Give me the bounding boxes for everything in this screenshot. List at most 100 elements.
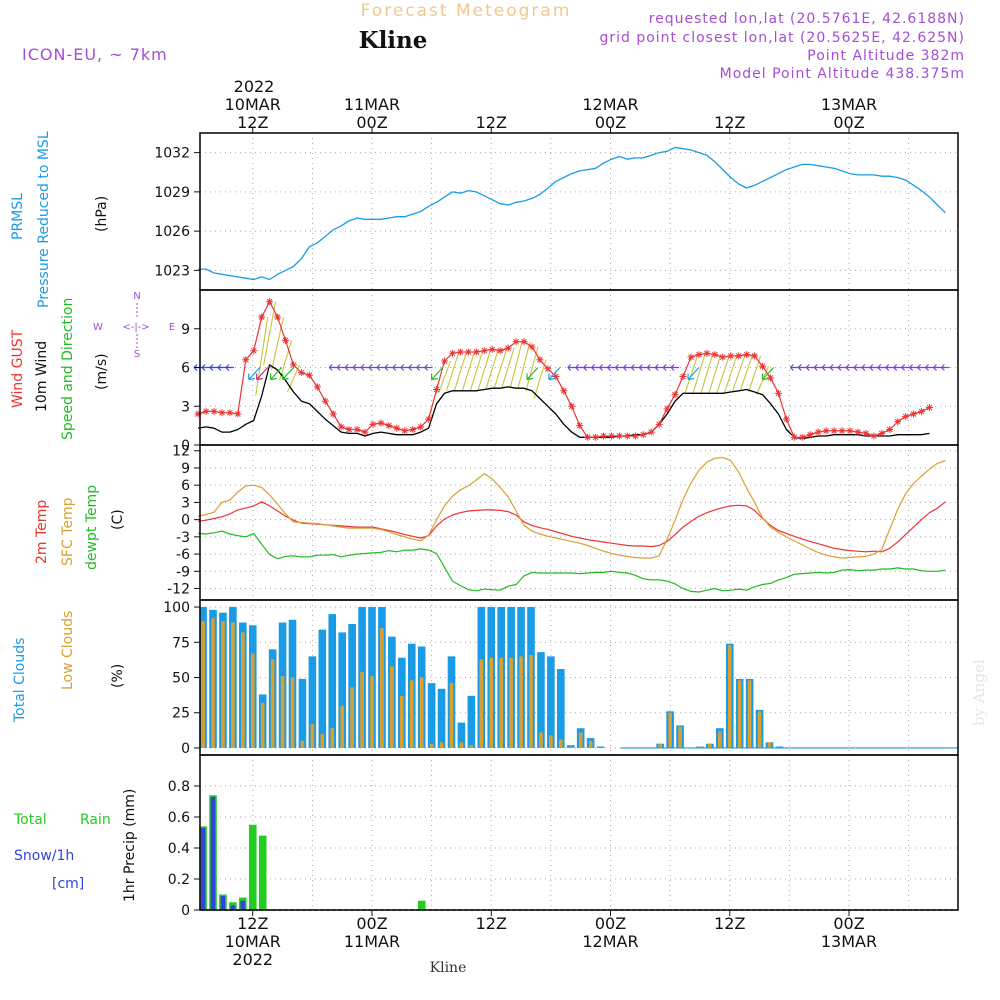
low-cloud-bar	[310, 724, 315, 748]
wind-dir-arrow	[845, 364, 854, 371]
ytick-label: 75	[172, 635, 190, 651]
wind-label-10m: 10m Wind	[34, 341, 50, 412]
wind-dir-arrow	[431, 367, 444, 381]
wind-dir-arrow	[869, 364, 878, 371]
panel-frame-pressure	[199, 132, 959, 291]
snow-bar	[200, 827, 206, 910]
compass-glyph: <-|->	[122, 322, 149, 333]
gust-marker	[870, 432, 878, 440]
gust-marker	[552, 373, 560, 381]
rain-bar	[417, 900, 426, 910]
wind-dir-arrow	[885, 364, 894, 371]
snow-bar	[210, 796, 216, 910]
low-cloud-bar	[678, 726, 682, 748]
wind-dir-arrow	[384, 364, 393, 371]
temp-sfc-line	[197, 457, 946, 559]
low-cloud-bar	[409, 680, 414, 748]
gust-marker	[910, 410, 918, 418]
watermark: by Angel	[970, 659, 988, 726]
ytick-label: 6	[181, 361, 190, 377]
gust-marker	[274, 313, 282, 321]
wind-gust-line	[197, 301, 930, 438]
top-time-label: 13MAR	[821, 95, 877, 114]
gust-hatch-line	[533, 359, 547, 399]
wind-dir-arrow	[416, 364, 425, 371]
suptitle: Forecast Meteogram	[361, 1, 572, 21]
gust-marker	[886, 426, 894, 433]
gust-marker	[663, 405, 671, 413]
bottom-time-label: 12Z	[476, 914, 507, 933]
snow-bar	[230, 905, 236, 910]
low-cloud-bar	[380, 628, 384, 748]
gust-marker	[743, 351, 751, 359]
wind-dir-arrow	[805, 364, 815, 371]
bottom-time-label: 10MAR	[225, 932, 281, 951]
clouds-label-unit: (%)	[110, 664, 126, 688]
wind-dir-arrow	[591, 364, 600, 371]
wind-dir-arrow	[209, 364, 218, 371]
gust-marker	[798, 433, 806, 441]
gust-marker	[671, 391, 679, 399]
low-cloud-bar	[658, 743, 662, 748]
gust-marker	[464, 348, 472, 356]
gust-marker	[790, 433, 798, 441]
wind-dir-arrow	[909, 364, 918, 371]
gust-marker	[353, 426, 361, 433]
low-cloud-bar	[370, 676, 374, 748]
gust-hatch-line	[271, 317, 285, 371]
gust-marker	[210, 407, 218, 415]
gust-marker	[623, 432, 631, 440]
gust-marker	[369, 420, 377, 428]
ytick-label: 9	[181, 461, 190, 477]
gust-marker	[687, 353, 695, 361]
compass-n: N	[133, 291, 140, 302]
gust-marker	[568, 402, 576, 410]
low-cloud-bar	[708, 743, 712, 748]
gust-marker	[679, 373, 687, 381]
low-cloud-bar	[429, 743, 434, 748]
gust-marker	[830, 427, 838, 435]
gust-marker	[528, 343, 536, 351]
wind-dir-arrow	[400, 364, 409, 371]
gust-marker	[425, 415, 433, 423]
wind-dir-arrow	[376, 364, 385, 371]
low-cloud-bar	[588, 740, 593, 748]
wind-dir-arrow	[615, 364, 624, 371]
low-cloud-bar	[519, 656, 523, 748]
wind-dir-arrow	[646, 364, 656, 371]
bottom-time-label: 11MAR	[344, 932, 400, 951]
wind-dir-arrow	[925, 364, 934, 371]
compass-w: W	[93, 322, 103, 333]
low-cloud-bar	[469, 745, 474, 748]
ytick-label: 0.2	[168, 872, 190, 888]
pressure-label-msl: Pressure Reduced to MSL	[36, 131, 52, 308]
ytick-label: 6	[181, 478, 190, 494]
gust-marker	[401, 427, 409, 435]
gust-marker	[814, 428, 822, 436]
low-cloud-bar	[330, 728, 335, 748]
wind-dir-arrow	[344, 364, 354, 371]
gust-hatch-line	[740, 354, 754, 390]
gust-hatch-group	[255, 301, 770, 399]
rain-bar	[258, 835, 267, 910]
wind-dir-arrow	[567, 364, 576, 371]
low-cloud-bar	[449, 683, 454, 748]
low-cloud-bar	[549, 735, 553, 748]
gust-marker	[878, 429, 886, 437]
gust-marker	[512, 338, 520, 346]
total-cloud-bar	[566, 745, 575, 748]
gust-marker	[647, 428, 655, 436]
gust-marker	[600, 432, 608, 440]
wind-dir-arrow	[217, 364, 226, 371]
wind-dir-arrow	[761, 367, 774, 381]
gust-marker	[925, 404, 933, 412]
pressure-label-unit: (hPa)	[94, 196, 110, 232]
wind-dir-arrow	[575, 364, 584, 371]
gust-marker	[282, 336, 290, 344]
wind-dir-arrow	[670, 364, 680, 371]
gust-marker	[258, 313, 266, 321]
total-cloud-bar	[537, 652, 545, 748]
gust-marker	[329, 410, 337, 418]
gust-marker	[337, 423, 345, 431]
wind-dir-arrow	[813, 364, 823, 371]
